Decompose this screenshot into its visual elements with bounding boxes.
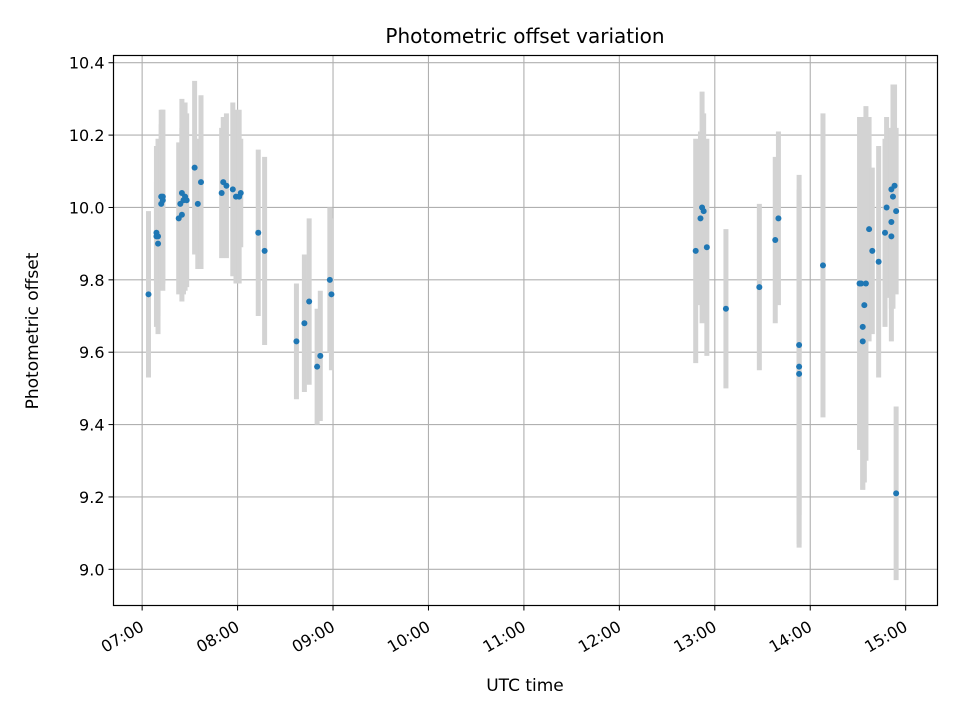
data-point (888, 233, 895, 240)
y-tick-label: 9.4 (79, 416, 104, 435)
x-axis-label: UTC time (486, 676, 564, 696)
data-point (328, 291, 335, 298)
y-tick-label: 9.2 (79, 488, 104, 507)
data-point (862, 280, 869, 287)
data-point (191, 164, 198, 171)
data-point (301, 320, 308, 327)
y-tick-label: 10.4 (69, 54, 105, 73)
data-point (893, 490, 900, 497)
y-tick-label: 9.0 (79, 560, 104, 579)
data-point (306, 298, 313, 305)
data-point (145, 291, 152, 298)
data-point (819, 262, 826, 269)
data-point (314, 363, 321, 370)
data-point (218, 190, 225, 196)
y-tick-label: 9.8 (79, 271, 104, 290)
data-point (889, 193, 896, 200)
data-point (861, 302, 868, 309)
data-point (229, 186, 236, 193)
data-point (893, 208, 900, 215)
data-point (692, 247, 699, 254)
data-point (261, 247, 268, 254)
data-point (888, 218, 895, 225)
data-point (155, 233, 162, 240)
data-point (869, 247, 876, 254)
data-point (155, 240, 162, 247)
chart-title: Photometric offset variation (385, 24, 664, 48)
data-point (197, 179, 204, 186)
data-point (183, 197, 190, 204)
data-point (883, 204, 890, 211)
y-tick-label: 9.6 (79, 343, 104, 362)
data-point (775, 215, 782, 222)
data-point (772, 237, 779, 244)
data-point (326, 276, 333, 283)
y-ticks: 9.0 9.2 9.4 9.6 9.8 10.0 10.2 10.4 (69, 54, 114, 579)
data-point (237, 190, 244, 196)
data-point (858, 280, 865, 287)
data-point (178, 211, 185, 218)
data-point (722, 305, 729, 312)
y-axis-label: Photometric offset (23, 252, 43, 409)
data-point (223, 182, 230, 189)
data-point (293, 338, 300, 345)
data-point (796, 370, 803, 377)
data-point (891, 182, 898, 189)
data-point (700, 208, 707, 215)
data-point (194, 200, 201, 207)
data-point (255, 229, 262, 236)
data-point (875, 258, 882, 265)
data-point (796, 363, 803, 370)
plot-frame (112, 54, 939, 607)
data-point (866, 226, 873, 233)
data-point (859, 323, 866, 330)
data-point (697, 215, 704, 222)
data-point (859, 338, 866, 345)
data-point (159, 197, 166, 204)
points (145, 164, 900, 497)
data-point (317, 352, 324, 359)
data-point (882, 229, 889, 236)
data-point (703, 244, 710, 251)
y-tick-label: 10.2 (69, 126, 105, 145)
data-point (756, 284, 763, 291)
data-point (796, 341, 803, 348)
y-tick-label: 10.0 (69, 198, 105, 217)
